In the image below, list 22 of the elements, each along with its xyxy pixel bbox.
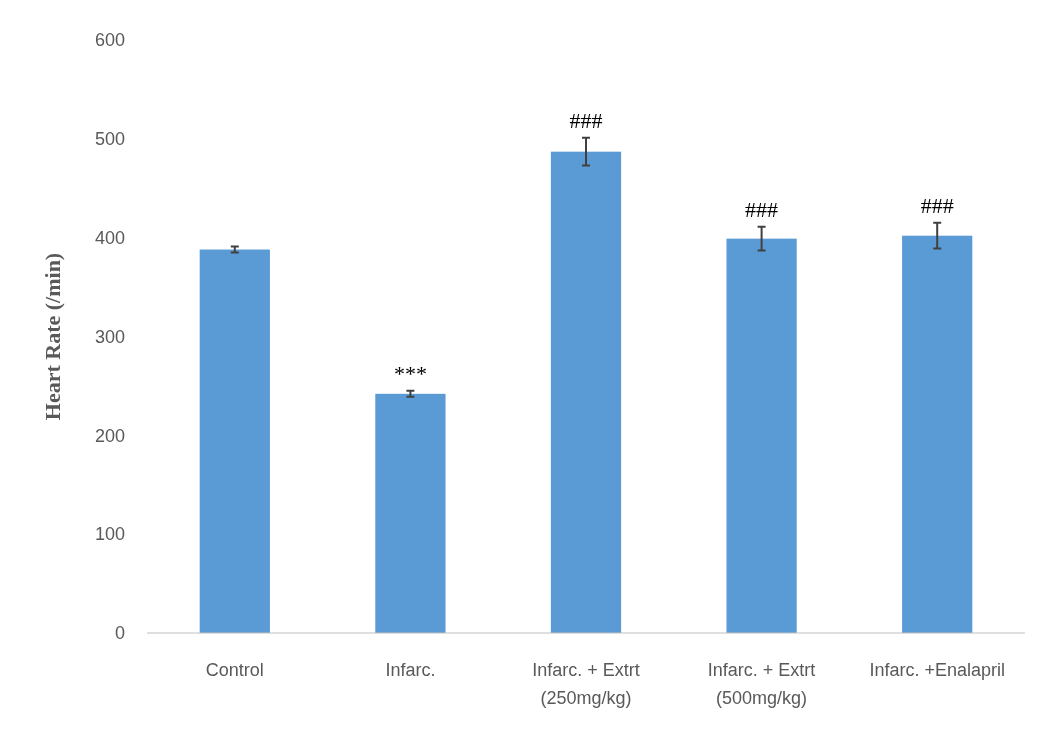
y-tick-label: 600 bbox=[94, 30, 125, 51]
x-tick-label: Infarc. bbox=[385, 660, 436, 680]
y-tick-label: 500 bbox=[94, 129, 125, 150]
x-tick-label: Infarc. + Extrt (250mg/kg) bbox=[532, 660, 640, 708]
x-tick-label: Control bbox=[205, 660, 264, 680]
bar bbox=[902, 235, 973, 633]
annotation: ### bbox=[745, 196, 779, 222]
x-tick-label: Infarc. +Enalapril bbox=[869, 660, 1005, 680]
bar bbox=[199, 249, 270, 633]
bar bbox=[375, 393, 446, 633]
annotation: ### bbox=[569, 107, 603, 133]
y-tick-label: 300 bbox=[94, 326, 125, 347]
annotation: *** bbox=[393, 360, 427, 386]
bar bbox=[726, 238, 797, 633]
x-tick-label: Infarc. + Extrt (500mg/kg) bbox=[707, 660, 816, 708]
y-tick-label: 200 bbox=[94, 425, 125, 446]
y-tick-label: 0 bbox=[114, 623, 125, 644]
annotation: ### bbox=[920, 192, 954, 218]
y-tick-label: 400 bbox=[94, 227, 125, 248]
bar bbox=[550, 151, 622, 633]
y-tick-label: 100 bbox=[94, 524, 125, 545]
y-axis-title: Heart Rate (/min) bbox=[40, 252, 65, 421]
